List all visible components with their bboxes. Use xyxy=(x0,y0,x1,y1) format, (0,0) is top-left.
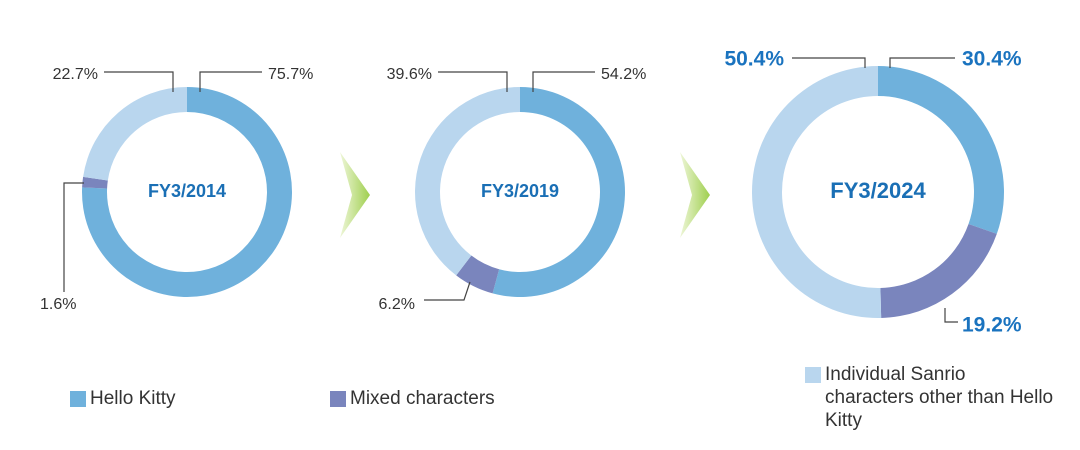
donut-title: FY3/2019 xyxy=(481,181,559,201)
value-label: 50.4% xyxy=(724,48,784,71)
donut-title: FY3/2024 xyxy=(830,178,926,203)
donut-segment xyxy=(415,86,520,276)
value-label: 30.4% xyxy=(962,48,1022,71)
leader-line xyxy=(889,57,955,68)
value-label: 6.2% xyxy=(379,296,415,313)
leader-line xyxy=(104,71,174,92)
value-label: 75.7% xyxy=(268,66,313,83)
donut-segment xyxy=(878,66,1004,234)
value-label: 1.6% xyxy=(40,296,76,313)
value-label: 54.2% xyxy=(601,66,646,83)
legend-swatch xyxy=(330,391,346,407)
value-label: 19.2% xyxy=(962,314,1022,337)
legend-label: Mixed characters xyxy=(350,388,495,409)
arrow xyxy=(340,152,370,238)
value-label: 22.7% xyxy=(53,66,98,83)
donut-segment xyxy=(83,87,187,181)
donut-segment xyxy=(492,87,625,297)
legend-swatch xyxy=(805,367,821,383)
legend-label: Hello Kitty xyxy=(90,388,176,409)
leader-line xyxy=(944,308,958,323)
donut-title: FY3/2014 xyxy=(148,181,226,201)
donut-segment xyxy=(456,255,500,294)
legend-swatch xyxy=(70,391,86,407)
leader-line xyxy=(792,57,866,68)
arrow xyxy=(680,152,710,238)
leader-line xyxy=(532,71,595,92)
leader-line xyxy=(424,281,471,301)
leader-line xyxy=(438,71,508,92)
donut-segment xyxy=(82,176,108,189)
leader-line xyxy=(63,182,84,292)
donut-segment xyxy=(752,66,882,318)
value-label: 39.6% xyxy=(387,66,432,83)
leader-line xyxy=(199,71,262,92)
legend-label: Individual Sanrio characters other than … xyxy=(825,364,1054,431)
donut-segment xyxy=(880,223,997,318)
